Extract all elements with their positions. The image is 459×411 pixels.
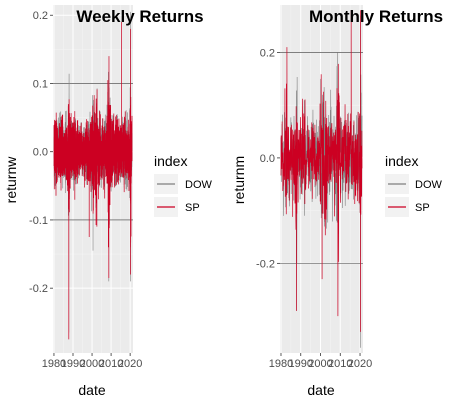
x-tick-label: 2010 <box>99 358 123 370</box>
x-tick-label: 1980 <box>269 358 293 370</box>
reference-lines <box>280 52 363 264</box>
y-axis-title: returnw <box>3 156 19 204</box>
y-tick-label: 0.2 <box>33 10 48 22</box>
y-axis-title: returnm <box>231 156 247 204</box>
y-tick-label: -0.2 <box>256 258 275 270</box>
y-tick-label: -0.1 <box>29 215 48 227</box>
legend-label-dow: DOW <box>415 179 443 191</box>
series-line-sp <box>280 10 363 332</box>
y-axis: -0.2 -0.1 0.0 0.1 0.2 <box>29 10 53 295</box>
y-tick-label: 0.1 <box>33 78 48 90</box>
x-tick-label: 2020 <box>348 358 372 370</box>
y-tick-label: -0.2 <box>29 283 48 295</box>
x-tick-label: 2020 <box>118 358 142 370</box>
x-axis-title: date <box>307 382 334 398</box>
y-tick-label: 0.0 <box>33 147 48 159</box>
x-tick-label: 1990 <box>61 358 85 370</box>
x-axis-title: date <box>78 382 105 398</box>
legend: index DOW SP <box>154 153 213 217</box>
y-tick-label: 0.2 <box>260 47 275 59</box>
y-axis: -0.2 0.0 0.2 <box>256 47 280 270</box>
chart-title: Weekly Returns <box>76 7 203 26</box>
series-line-sp <box>53 22 133 340</box>
legend-title: index <box>154 153 187 169</box>
x-tick-label: 1980 <box>42 358 66 370</box>
legend-label-sp: SP <box>185 202 200 214</box>
x-tick-label: 2010 <box>328 358 352 370</box>
series-lines <box>280 10 363 348</box>
x-tick-label: 2000 <box>80 358 104 370</box>
series-lines <box>53 11 133 340</box>
legend-title: index <box>385 153 418 169</box>
chart-title: Monthly Returns <box>309 7 443 26</box>
legend-label-sp: SP <box>415 202 430 214</box>
x-tick-label: 2000 <box>308 358 332 370</box>
legend-label-dow: DOW <box>185 179 213 191</box>
legend: index DOW SP <box>385 153 443 217</box>
x-tick-label: 1990 <box>289 358 313 370</box>
y-tick-label: 0.0 <box>260 153 275 165</box>
